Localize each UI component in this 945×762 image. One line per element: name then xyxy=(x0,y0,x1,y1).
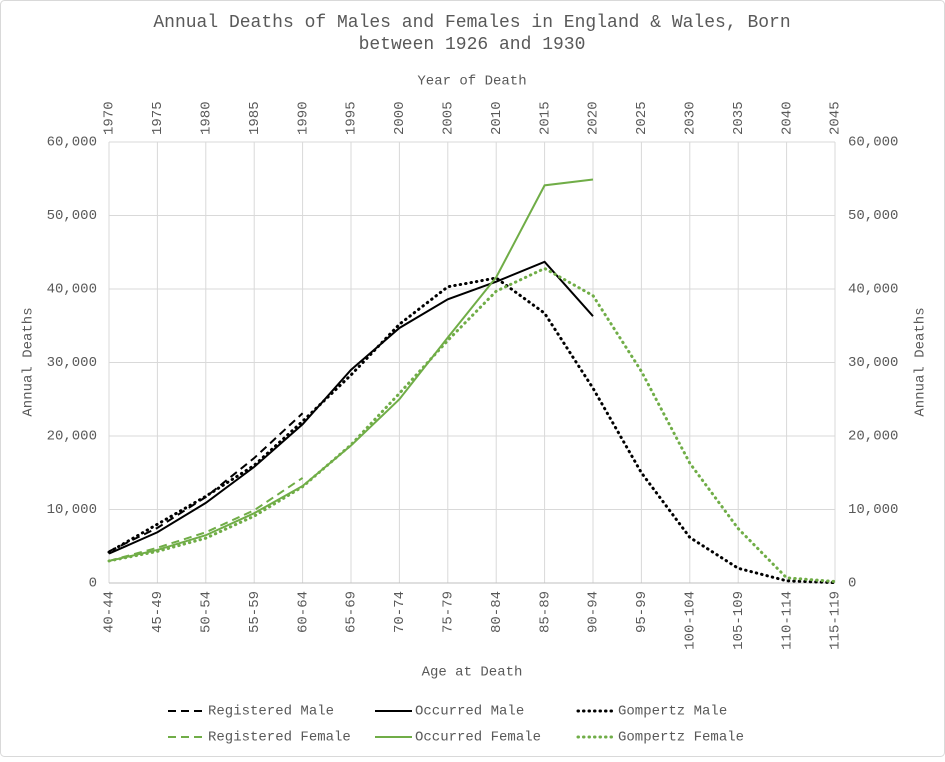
x-tick-label: 55-59 xyxy=(247,591,263,633)
y2-tick-label: 30,000 xyxy=(848,355,898,371)
x-tick-label: 85-89 xyxy=(537,591,553,633)
y2-axis-title: Annual Deaths xyxy=(913,307,929,416)
legend-label: Registered Female xyxy=(208,730,351,746)
y2-tick-label: 0 xyxy=(848,576,856,592)
x-tick-label: 100-104 xyxy=(683,591,699,650)
chart-title: between 1926 and 1930 xyxy=(359,35,586,55)
x2-axis-title: Year of Death xyxy=(417,74,526,90)
y2-tick-label: 10,000 xyxy=(848,502,898,518)
y-tick-label: 10,000 xyxy=(47,502,97,518)
x2-tick-label: 2010 xyxy=(489,101,505,135)
x-tick-label: 60-64 xyxy=(295,591,311,633)
x-tick-label: 40-44 xyxy=(102,591,118,633)
legend-label: Occurred Male xyxy=(415,704,524,720)
x-tick-label: 50-54 xyxy=(199,591,215,633)
x-tick-label: 105-109 xyxy=(731,591,747,650)
x2-tick-label: 1985 xyxy=(247,101,263,135)
x-tick-label: 80-84 xyxy=(489,591,505,633)
x2-tick-label: 1990 xyxy=(295,101,311,135)
x-tick-label: 65-69 xyxy=(344,591,360,633)
y-tick-label: 0 xyxy=(89,576,97,592)
x-axis-title: Age at Death xyxy=(422,665,523,681)
y2-tick-label: 40,000 xyxy=(848,282,898,298)
legend-label: Registered Male xyxy=(208,704,334,720)
y-tick-label: 30,000 xyxy=(47,355,97,371)
series-line xyxy=(108,260,594,555)
y2-tick-label: 20,000 xyxy=(848,429,898,445)
y2-tick-label: 50,000 xyxy=(848,208,898,224)
series-line xyxy=(108,178,594,562)
x-tick-label: 95-99 xyxy=(634,591,650,633)
x-tick-label: 75-79 xyxy=(441,591,457,633)
x2-tick-label: 1970 xyxy=(102,101,118,135)
x2-tick-label: 2005 xyxy=(441,101,457,135)
legend-label: Gompertz Male xyxy=(618,704,727,720)
x2-tick-label: 2000 xyxy=(392,101,408,135)
x2-tick-label: 2025 xyxy=(634,101,650,135)
series-line xyxy=(107,266,837,584)
x2-tick-label: 1980 xyxy=(199,101,215,135)
y-axis-title: Annual Deaths xyxy=(21,307,37,416)
x-tick-label: 45-49 xyxy=(150,591,166,633)
y-tick-label: 50,000 xyxy=(47,208,97,224)
x2-tick-label: 1995 xyxy=(344,101,360,135)
x2-tick-label: 2020 xyxy=(586,101,602,135)
series-line xyxy=(107,276,837,585)
x-tick-label: 115-119 xyxy=(828,591,844,650)
y-tick-label: 20,000 xyxy=(47,429,97,445)
x2-tick-label: 2030 xyxy=(683,101,699,135)
series-line xyxy=(108,477,304,562)
x2-tick-label: 1975 xyxy=(150,101,166,135)
chart-title: Annual Deaths of Males and Females in En… xyxy=(153,13,790,33)
legend-label: Occurred Female xyxy=(415,730,541,746)
legend-label: Gompertz Female xyxy=(618,730,744,746)
x2-tick-label: 2040 xyxy=(779,101,795,135)
x-tick-label: 70-74 xyxy=(392,591,408,633)
x-tick-label: 90-94 xyxy=(586,591,602,633)
x2-tick-label: 2015 xyxy=(537,101,553,135)
y-tick-label: 40,000 xyxy=(47,282,97,298)
x-tick-label: 110-114 xyxy=(779,591,795,650)
y2-tick-label: 60,000 xyxy=(848,135,898,151)
x2-tick-label: 2045 xyxy=(828,101,844,135)
x2-tick-label: 2035 xyxy=(731,101,747,135)
y-tick-label: 60,000 xyxy=(47,135,97,151)
